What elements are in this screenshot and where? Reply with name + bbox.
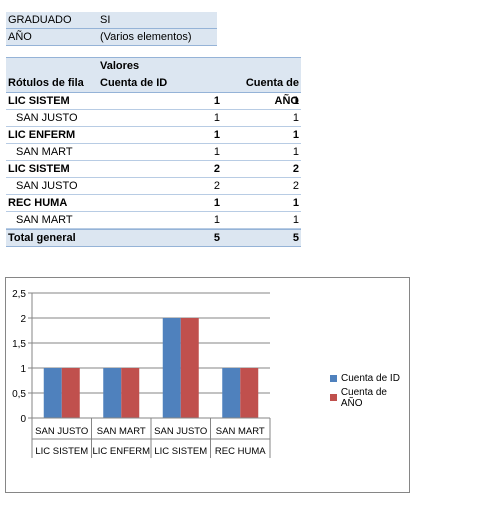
- row-label: SAN MART: [16, 214, 73, 226]
- total-anio: 5: [292, 232, 299, 244]
- filter-graduado[interactable]: GRADUADO SI: [6, 12, 217, 29]
- y-tick-label: 0,5: [12, 389, 26, 400]
- table-row[interactable]: LIC SISTEM 1 1: [6, 93, 301, 110]
- bar-cuenta-id: [222, 368, 241, 418]
- cell-anio: 1: [292, 95, 299, 107]
- values-label[interactable]: Valores: [100, 60, 140, 72]
- y-tick-label: 0: [20, 414, 26, 425]
- pivot-column-headers: Rótulos de fila Cuenta de ID Cuenta de A…: [6, 74, 301, 107]
- filter-value[interactable]: (Varios elementos): [100, 31, 192, 43]
- chart-legend[interactable]: Cuenta de ID Cuenta de AÑO: [330, 369, 409, 409]
- total-id: 5: [213, 232, 220, 244]
- bar-cuenta-id: [162, 318, 181, 418]
- bar-cuenta-anio: [240, 368, 259, 418]
- cell-id: 1: [213, 146, 220, 158]
- table-row[interactable]: SAN MART 1 1: [6, 212, 301, 229]
- legend-label: Cuenta de ID: [341, 373, 400, 384]
- legend-swatch: [330, 375, 337, 382]
- x-category-label: SAN MART: [97, 426, 146, 437]
- table-row[interactable]: REC HUMA 1 1: [6, 195, 301, 212]
- report-filters: GRADUADO SI AÑO (Varios elementos): [6, 12, 217, 46]
- cell-anio: 2: [292, 163, 299, 175]
- cell-anio: 2: [292, 180, 299, 192]
- row-label: SAN JUSTO: [16, 112, 78, 124]
- x-category-label: SAN MART: [216, 426, 265, 437]
- x-group-label: REC HUMA: [215, 446, 266, 457]
- row-labels-header[interactable]: Rótulos de fila: [8, 77, 84, 89]
- total-label: Total general: [8, 232, 76, 244]
- x-group-label: LIC SISTEM: [35, 446, 88, 457]
- x-category-label: SAN JUSTO: [154, 426, 207, 437]
- y-tick-label: 2,5: [12, 289, 26, 300]
- cell-id: 1: [213, 129, 220, 141]
- legend-item: Cuenta de ID: [330, 369, 409, 388]
- row-label: REC HUMA: [8, 197, 68, 209]
- table-row[interactable]: SAN JUSTO 2 2: [6, 178, 301, 195]
- bar-cuenta-id: [103, 368, 122, 418]
- filter-label: GRADUADO: [8, 14, 72, 26]
- cell-id: 1: [213, 112, 220, 124]
- pivot-chart[interactable]: 0 0,5 1 1,5 2 2,5 SAN JUSTO LIC SISTEM SAN MART L…: [5, 277, 410, 493]
- row-label: LIC SISTEM: [8, 163, 70, 175]
- total-row[interactable]: Total general 5 5: [6, 229, 301, 247]
- filter-label: AÑO: [8, 31, 32, 43]
- cell-anio: 1: [292, 146, 299, 158]
- bar-cuenta-id: [43, 368, 62, 418]
- y-tick-label: 1: [20, 364, 26, 375]
- row-label: LIC SISTEM: [8, 95, 70, 107]
- filter-anio[interactable]: AÑO (Varios elementos): [6, 29, 217, 46]
- legend-label: Cuenta de AÑO: [340, 386, 387, 409]
- col-header-anio[interactable]: Cuenta de AÑO: [245, 77, 299, 107]
- chart-plot: 0 0,5 1 1,5 2 2,5 SAN JUSTO LIC SISTEM SAN MART L…: [12, 289, 271, 458]
- y-tick-label: 2: [20, 314, 26, 325]
- table-row[interactable]: LIC ENFERM 1 1: [6, 127, 301, 144]
- pivot-table: Valores Rótulos de fila Cuenta de ID Cue…: [6, 57, 301, 247]
- bar-cuenta-anio: [61, 368, 80, 418]
- row-label: SAN MART: [16, 146, 73, 158]
- legend-swatch: [330, 394, 337, 401]
- x-group-label: LIC SISTEM: [154, 446, 207, 457]
- col-header-id[interactable]: Cuenta de ID: [100, 77, 168, 89]
- cell-id: 2: [213, 180, 220, 192]
- bar-cuenta-anio: [180, 318, 199, 418]
- cell-anio: 1: [292, 197, 299, 209]
- filter-value[interactable]: SI: [100, 14, 111, 26]
- row-label: SAN JUSTO: [16, 180, 78, 192]
- table-row[interactable]: SAN MART 1 1: [6, 144, 301, 161]
- cell-anio: 1: [292, 214, 299, 226]
- bar-cuenta-anio: [121, 368, 140, 418]
- cell-id: 1: [213, 95, 220, 107]
- pivot-values-header: Valores: [6, 57, 301, 74]
- x-group-label: LIC ENFERM: [92, 446, 150, 457]
- x-category-label: SAN JUSTO: [35, 426, 88, 437]
- cell-id: 1: [213, 197, 220, 209]
- legend-item: Cuenta de AÑO: [330, 386, 409, 409]
- cell-anio: 1: [292, 129, 299, 141]
- cell-anio: 1: [292, 112, 299, 124]
- y-tick-label: 1,5: [12, 339, 26, 350]
- cell-id: 2: [213, 163, 220, 175]
- row-label: LIC ENFERM: [8, 129, 76, 141]
- cell-id: 1: [213, 214, 220, 226]
- table-row[interactable]: LIC SISTEM 2 2: [6, 161, 301, 178]
- table-row[interactable]: SAN JUSTO 1 1: [6, 110, 301, 127]
